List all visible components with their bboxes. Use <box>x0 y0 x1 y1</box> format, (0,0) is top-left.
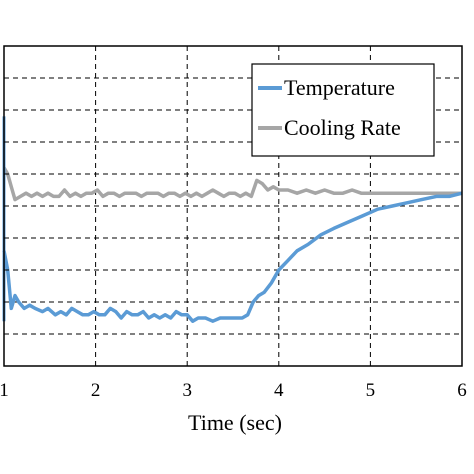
x-tick-label: 1 <box>0 380 9 401</box>
series-line-cooling-rate <box>2 166 462 202</box>
legend: Temperature Cooling Rate <box>251 63 435 157</box>
x-tick-label: 3 <box>182 380 192 401</box>
x-tick-label: 2 <box>91 380 101 401</box>
x-tick-label: 5 <box>366 380 376 401</box>
x-tick-label: 6 <box>457 380 467 401</box>
grid <box>3 46 463 366</box>
legend-box <box>251 63 435 157</box>
x-tick-labels: 1 2 3 4 5 6 <box>0 45 467 401</box>
legend-label-temperature: Temperature <box>284 75 395 100</box>
series-line-temperature <box>2 191 463 323</box>
x-tick-label: 4 <box>274 380 284 401</box>
legend-label-cooling-rate: Cooling Rate <box>284 115 401 140</box>
x-axis-title: Time (sec) <box>188 410 282 435</box>
